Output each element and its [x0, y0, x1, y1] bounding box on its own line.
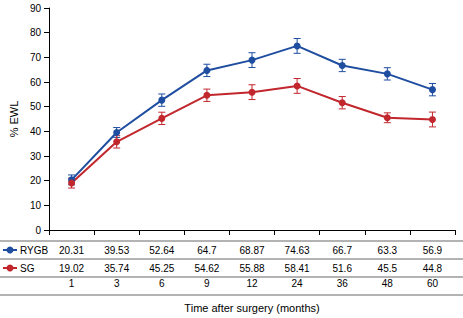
- svg-text:58.41: 58.41: [285, 263, 310, 274]
- svg-text:39.53: 39.53: [104, 245, 129, 256]
- svg-text:SG: SG: [20, 263, 35, 274]
- svg-text:20.31: 20.31: [59, 245, 84, 256]
- svg-text:20: 20: [30, 175, 42, 186]
- svg-text:48: 48: [382, 278, 394, 289]
- svg-text:44.8: 44.8: [423, 263, 443, 274]
- svg-text:60: 60: [30, 77, 42, 88]
- svg-text:19.02: 19.02: [59, 263, 84, 274]
- svg-text:50: 50: [30, 101, 42, 112]
- svg-text:1: 1: [69, 278, 75, 289]
- svg-text:12: 12: [246, 278, 258, 289]
- svg-text:56.9: 56.9: [423, 245, 443, 256]
- svg-text:3: 3: [114, 278, 120, 289]
- svg-text:Time after surgery (months): Time after surgery (months): [184, 302, 319, 314]
- svg-text:30: 30: [30, 151, 42, 162]
- svg-text:35.74: 35.74: [104, 263, 129, 274]
- svg-text:36: 36: [337, 278, 349, 289]
- svg-text:10: 10: [30, 200, 42, 211]
- svg-text:RYGB: RYGB: [20, 245, 48, 256]
- svg-text:9: 9: [204, 278, 210, 289]
- svg-text:54.62: 54.62: [194, 263, 219, 274]
- svg-text:24: 24: [292, 278, 304, 289]
- svg-text:90: 90: [30, 3, 42, 14]
- svg-text:74.63: 74.63: [285, 245, 310, 256]
- svg-text:51.6: 51.6: [332, 263, 352, 274]
- svg-text:6: 6: [159, 278, 165, 289]
- svg-text:0: 0: [35, 225, 41, 236]
- svg-text:64.7: 64.7: [197, 245, 217, 256]
- svg-text:66.7: 66.7: [332, 245, 352, 256]
- svg-text:63.3: 63.3: [378, 245, 398, 256]
- svg-text:55.88: 55.88: [239, 263, 264, 274]
- svg-text:40: 40: [30, 126, 42, 137]
- svg-text:70: 70: [30, 52, 42, 63]
- svg-text:52.64: 52.64: [149, 245, 174, 256]
- svg-text:60: 60: [427, 278, 439, 289]
- svg-text:45.5: 45.5: [378, 263, 398, 274]
- svg-text:45.25: 45.25: [149, 263, 174, 274]
- svg-text:% EWL: % EWL: [8, 101, 20, 138]
- svg-text:68.87: 68.87: [239, 245, 264, 256]
- svg-text:80: 80: [30, 27, 42, 38]
